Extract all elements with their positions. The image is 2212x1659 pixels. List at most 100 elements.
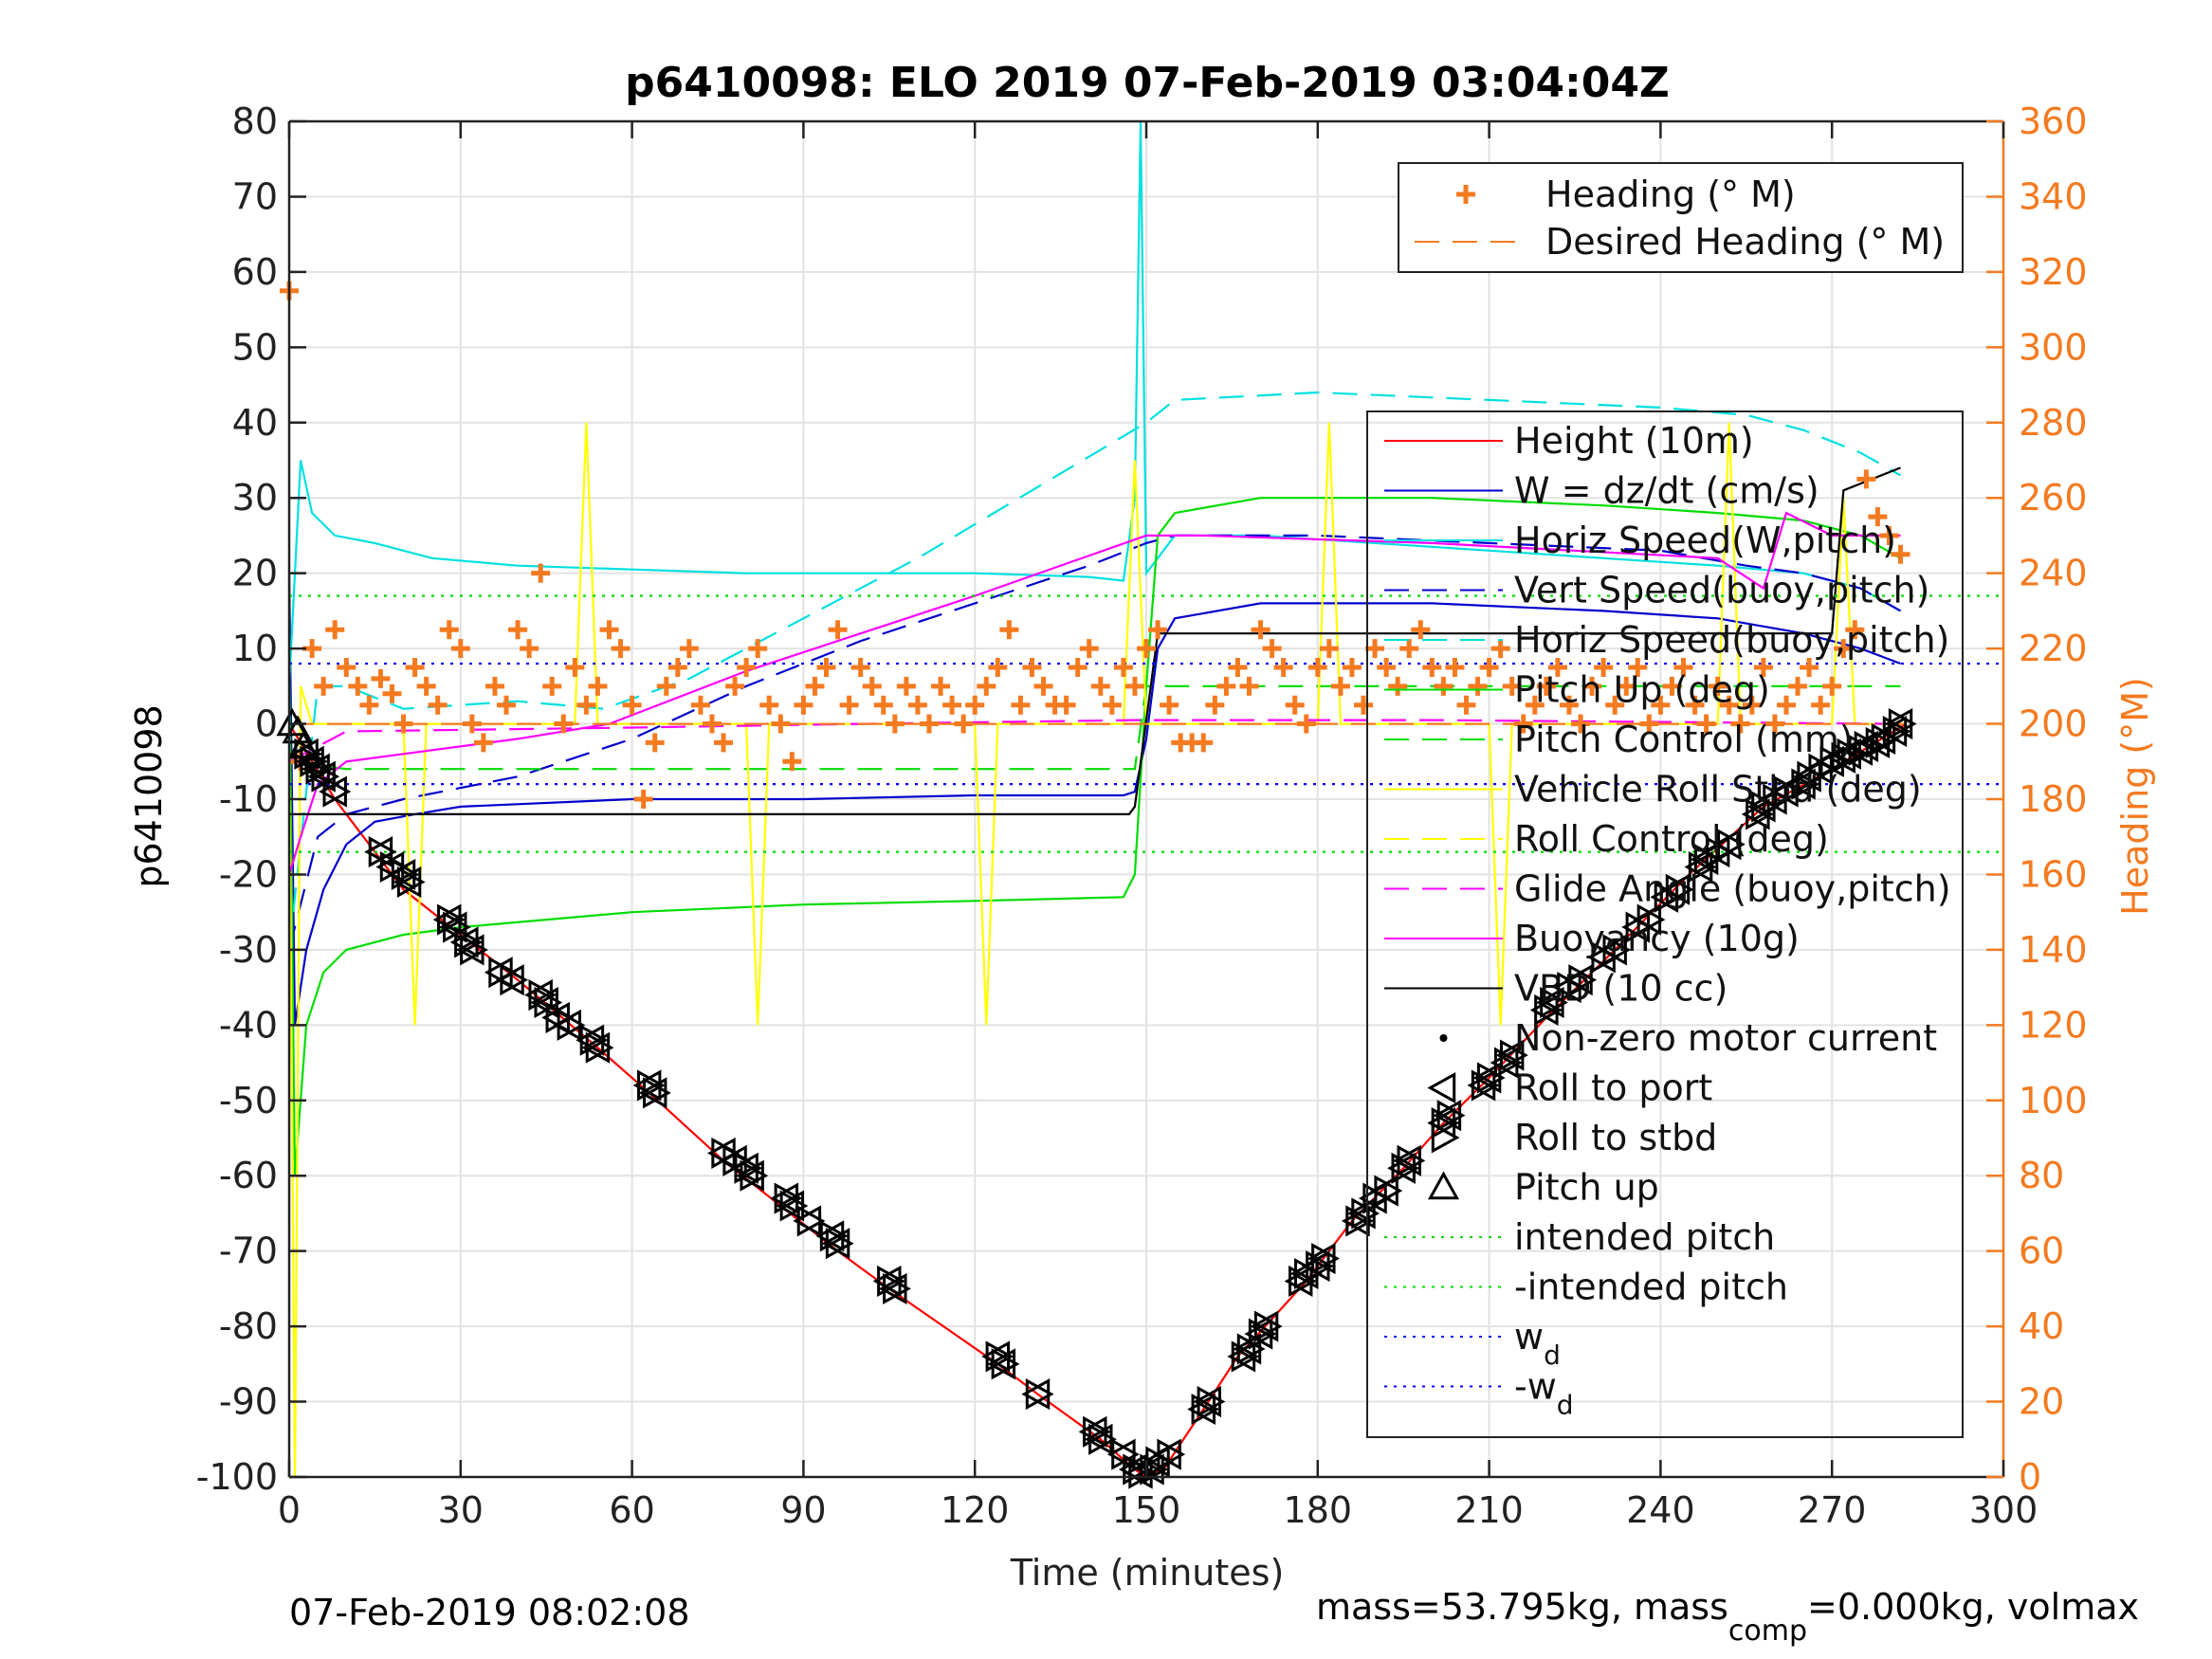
heading-point — [1764, 714, 1784, 734]
legend-label: Horiz Speed(W,pitch) — [1514, 520, 1896, 561]
heading-point — [450, 639, 470, 659]
heading-point — [714, 733, 734, 753]
legend-label-text: Pitch up — [1514, 1167, 1659, 1209]
legend-label-text: Horiz Speed(W,pitch) — [1514, 520, 1896, 561]
legend-heading-entry-heading-m: Heading (° M) — [1456, 173, 1796, 215]
legend-label-text: Height (10m) — [1514, 420, 1754, 462]
heading-point — [1411, 620, 1431, 640]
roll-to-stbd-marker — [1197, 1386, 1226, 1418]
legend-label-text: Buoyancy (10g) — [1514, 918, 1800, 959]
legend-entry-roll-control-deg: Roll Control (deg) — [1384, 818, 1829, 860]
footer-mass-post: =0.000kg, volmax — [1807, 1586, 2139, 1628]
heading-point — [622, 695, 642, 715]
footer-mass-sub: comp — [1728, 1614, 1807, 1648]
legend-entry-w-d: wd — [1384, 1316, 1561, 1371]
heading-point — [1696, 714, 1716, 734]
heading-point — [1377, 657, 1397, 677]
roll-to-stbd-marker — [883, 1272, 911, 1304]
roll-to-stbd-marker — [322, 775, 352, 808]
heading-point — [1022, 657, 1042, 677]
y-tick-label-right: 240 — [2019, 553, 2088, 594]
heading-point — [1422, 657, 1442, 677]
legend-label-text: Pitch Up (deg) — [1514, 669, 1770, 711]
legend-label: Roll to stbd — [1514, 1117, 1717, 1158]
roll-to-stbd-marker — [1157, 1438, 1186, 1470]
x-axis-label: Time (minutes) — [1010, 1552, 1285, 1594]
heading-point — [1776, 695, 1796, 715]
legend-label-text: -w — [1514, 1366, 1557, 1408]
legend-label-text: Roll Control (deg) — [1514, 818, 1829, 860]
heading-point — [1365, 639, 1385, 659]
heading-point — [942, 695, 962, 715]
heading-point — [1868, 507, 1888, 527]
y-tick-label-left: -90 — [219, 1381, 278, 1423]
heading-point — [954, 714, 974, 734]
x-tick-label: 150 — [1112, 1489, 1181, 1531]
y-tick-label-right: 60 — [2019, 1231, 2064, 1272]
y-tick-label-left: -100 — [196, 1456, 278, 1498]
heading-point — [1342, 657, 1362, 677]
heading-point — [977, 676, 996, 696]
heading-point — [484, 676, 504, 696]
x-tick-label: 30 — [438, 1489, 484, 1531]
legend-entry-vert-speed-buoy-pitch: Vert Speed(buoy,pitch) — [1384, 570, 1929, 611]
heading-point — [919, 714, 939, 734]
heading-point — [1753, 657, 1773, 677]
heading-point — [1456, 695, 1476, 715]
roll-to-stbd-marker — [1248, 1318, 1277, 1350]
heading-point — [1205, 695, 1225, 715]
heading-point — [1388, 676, 1408, 696]
heading-point — [1068, 657, 1088, 677]
roll-to-stbd-marker — [500, 964, 529, 996]
heading-point — [1468, 676, 1488, 696]
legend-label: Horiz Speed(buoy,pitch) — [1514, 619, 1949, 661]
y-tick-label-left: 10 — [232, 628, 278, 669]
roll-to-stbd-marker — [1391, 1152, 1420, 1184]
heading-point — [656, 676, 676, 696]
y-tick-label-left: 70 — [232, 175, 278, 217]
roll-to-stbd-marker — [1311, 1243, 1340, 1275]
legend-heading-label: Desired Heading (° M) — [1545, 221, 1945, 263]
legend-entry-horiz-speed-buoy-pitch: Horiz Speed(buoy,pitch) — [1384, 619, 1949, 661]
roll-to-stbd-marker — [1774, 775, 1803, 808]
roll-to-stbd-marker — [1602, 934, 1632, 966]
y-tick-label-left: 40 — [232, 402, 278, 444]
heading-point — [1285, 695, 1305, 715]
heading-point — [1605, 695, 1625, 715]
heading-point — [1479, 657, 1499, 677]
y-tick-label-left: -30 — [219, 929, 278, 971]
y-tick-label-left: -50 — [219, 1080, 278, 1121]
x-tick-label: 120 — [941, 1489, 1010, 1531]
heading-point — [1685, 695, 1705, 715]
legend-entry-w-d: -wd — [1384, 1366, 1574, 1421]
legend-heading-box — [1398, 162, 1964, 273]
heading-point — [794, 695, 814, 715]
legend-label-subscript: d — [1544, 1340, 1561, 1371]
legend-label-text: Horiz Speed(buoy,pitch) — [1514, 619, 1949, 661]
footer-mass: mass=53.795kg, masscomp=0.000kg, volmax — [1316, 1586, 2139, 1648]
heading-point — [588, 676, 608, 696]
legend-entry-intended-pitch: -intended pitch — [1384, 1267, 1788, 1308]
legend-label: Buoyancy (10g) — [1514, 918, 1800, 959]
roll-to-stbd-marker — [557, 1009, 586, 1041]
roll-to-stbd-marker — [1568, 964, 1598, 996]
series-vert-speed-buoy-pitch — [287, 534, 1902, 951]
legend-label-text: w — [1514, 1316, 1544, 1358]
heading-point — [725, 676, 745, 696]
heading-point — [1559, 695, 1579, 715]
heading-point — [1307, 657, 1327, 677]
heading-point — [520, 639, 539, 659]
heading-point — [1594, 657, 1614, 677]
y-tick-label-right: 340 — [2019, 175, 2088, 217]
legend-label-text: Vert Speed(buoy,pitch) — [1514, 570, 1929, 611]
legend-entry-pitch-up: Pitch up — [1427, 1167, 1659, 1209]
legend-label: Pitch Control (mm) — [1514, 719, 1854, 760]
heading-point — [1856, 469, 1876, 489]
legend-sample-triangle — [1427, 1171, 1460, 1200]
roll-to-stbd-marker — [985, 1340, 1015, 1373]
y-tick-label-right: 20 — [2019, 1381, 2064, 1423]
y-tick-label-left: -20 — [219, 853, 278, 895]
heading-point — [1628, 657, 1648, 677]
heading-point — [1742, 695, 1762, 715]
